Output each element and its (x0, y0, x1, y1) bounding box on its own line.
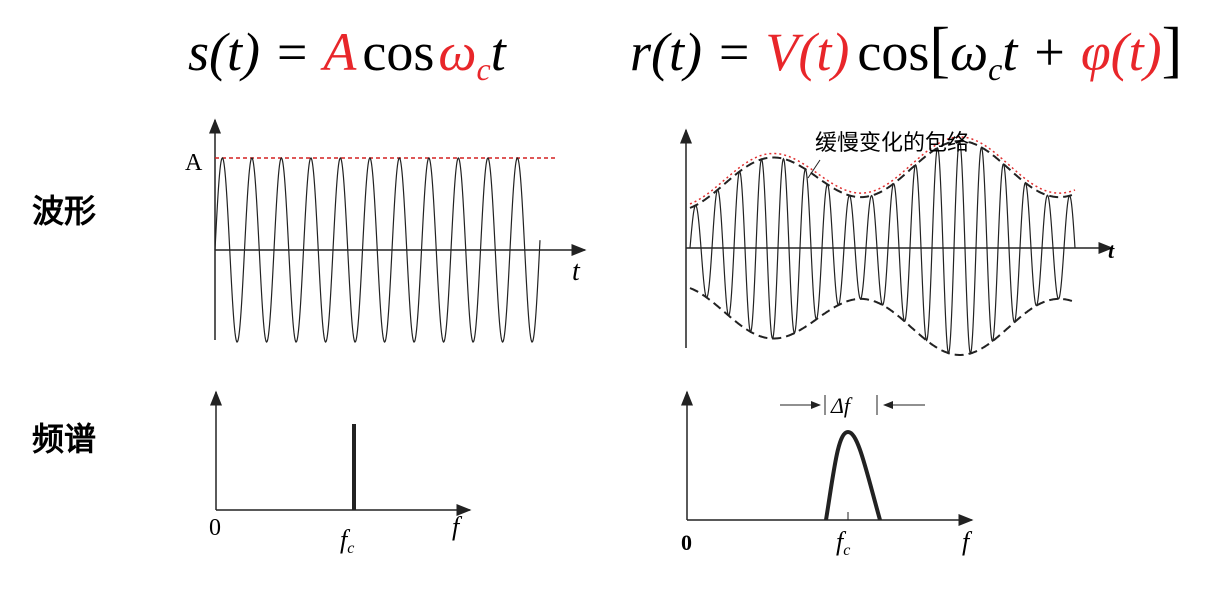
axis-label: f (452, 512, 463, 541)
origin-label: 0 (681, 530, 692, 555)
axis-label: t (1108, 238, 1115, 263)
bandwidth-label: Δf (830, 393, 853, 418)
carrier-wave: A t (185, 118, 587, 343)
modulated-wave: 缓慢变化的包络 t (680, 128, 1115, 356)
fc-label: fc (836, 527, 850, 559)
envelope-label: 缓慢变化的包络 (815, 131, 969, 156)
axis-label: f (962, 527, 973, 556)
row-label: 波形 (32, 192, 96, 230)
modulated-spectrum: Δf 0 fc f (681, 390, 974, 559)
formula-modulated: r(t) = V(t) cos[ωct + φ(t)] (630, 16, 1182, 87)
axis-label: t (572, 256, 581, 287)
fc-label: fc (340, 525, 354, 557)
row-label: 频谱 (32, 420, 96, 458)
carrier-spectrum: 0 fc f (209, 390, 472, 557)
origin-label: 0 (209, 515, 221, 541)
amp-label: A (185, 150, 203, 176)
